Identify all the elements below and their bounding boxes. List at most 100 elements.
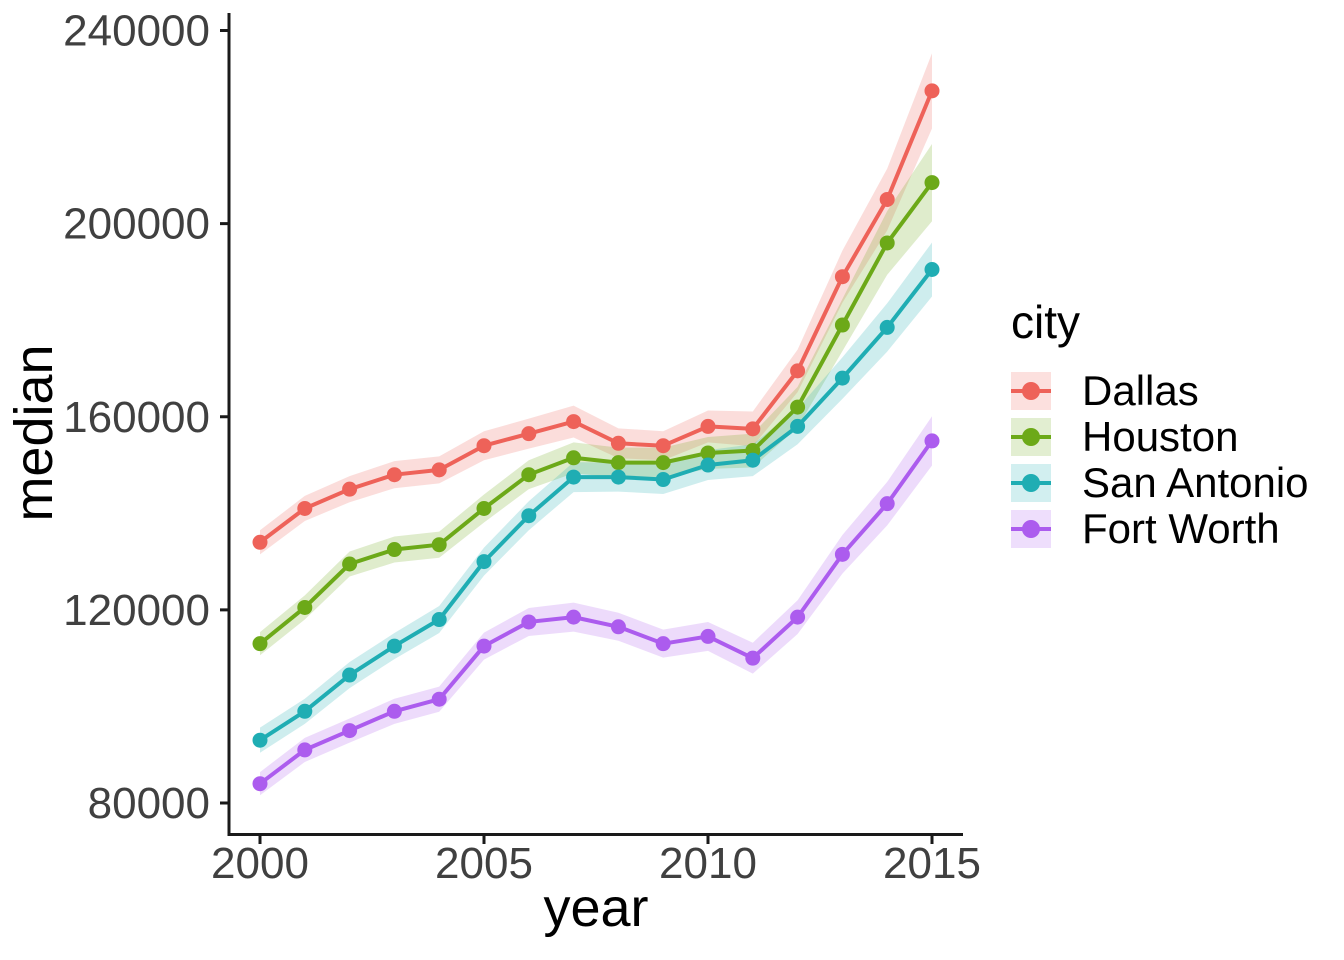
data-point xyxy=(610,619,626,635)
data-point xyxy=(700,418,716,434)
y-axis-ticks: 80000 120000 160000 200000 240000 xyxy=(63,7,229,828)
data-point xyxy=(834,269,850,285)
data-point xyxy=(386,467,402,483)
series-lines xyxy=(258,90,934,786)
points-houston xyxy=(252,175,940,652)
data-point xyxy=(655,438,671,454)
legend-label: San Antonio xyxy=(1082,458,1309,506)
legend-key-dot xyxy=(1022,519,1040,538)
data-point xyxy=(655,455,671,471)
data-point xyxy=(431,462,447,478)
data-point xyxy=(566,414,582,430)
data-point xyxy=(610,435,626,451)
data-point xyxy=(879,235,895,251)
y-tick-label: 120000 xyxy=(63,586,210,635)
data-point xyxy=(655,636,671,652)
legend-key-dot xyxy=(1022,427,1040,446)
data-point xyxy=(431,612,447,628)
x-tick-label: 2000 xyxy=(211,839,309,888)
data-point xyxy=(386,703,402,719)
legend-items: Dallas Houston San Antonio Fort Worth xyxy=(1011,367,1309,552)
legend-item-san-antonio: San Antonio xyxy=(1011,459,1309,506)
data-point xyxy=(700,628,716,644)
data-point xyxy=(834,546,850,562)
line-houston xyxy=(258,181,934,646)
data-point xyxy=(297,500,313,516)
y-tick-label: 240000 xyxy=(63,7,210,56)
data-point xyxy=(879,496,895,512)
data-point xyxy=(342,667,358,683)
data-point xyxy=(521,426,537,442)
line-san-antonio xyxy=(258,268,934,742)
data-point xyxy=(252,732,268,748)
data-point xyxy=(297,599,313,615)
data-point xyxy=(252,636,268,652)
points-fort-worth xyxy=(252,433,940,792)
line-fort-worth xyxy=(258,439,934,786)
data-point xyxy=(790,418,806,434)
data-point xyxy=(834,317,850,333)
data-point xyxy=(655,472,671,488)
legend-title: city xyxy=(1011,296,1080,348)
y-tick-label: 80000 xyxy=(88,779,210,828)
data-point xyxy=(924,175,940,191)
data-point xyxy=(879,319,895,335)
legend-item-fort-worth: Fort Worth xyxy=(1011,505,1309,552)
x-axis-title: year xyxy=(543,878,649,938)
data-point xyxy=(745,452,761,468)
data-point xyxy=(521,614,537,630)
legend: city Dallas Houston San Antonio Fort Worth xyxy=(1011,297,1309,556)
data-point xyxy=(521,508,537,524)
data-point xyxy=(476,554,492,570)
y-axis-title: median xyxy=(4,344,64,522)
x-tick-label: 2010 xyxy=(659,839,757,888)
legend-key-dot xyxy=(1022,473,1040,492)
data-point xyxy=(566,609,582,625)
data-point xyxy=(834,370,850,386)
series-points xyxy=(252,83,940,792)
x-tick-label: 2015 xyxy=(883,839,981,888)
data-point xyxy=(790,363,806,379)
data-point xyxy=(297,703,313,719)
points-san-antonio xyxy=(252,261,940,748)
data-point xyxy=(386,542,402,558)
legend-key-san-antonio-icon xyxy=(1011,463,1051,502)
legend-label: Houston xyxy=(1082,412,1239,460)
legend-item-dallas: Dallas xyxy=(1011,367,1309,414)
data-point xyxy=(476,638,492,654)
confidence-ribbons xyxy=(260,53,932,796)
data-point xyxy=(610,469,626,485)
data-point xyxy=(700,445,716,461)
data-point xyxy=(924,261,940,277)
data-point xyxy=(476,500,492,516)
legend-label: Dallas xyxy=(1082,366,1199,414)
line-dallas xyxy=(258,90,934,544)
legend-key-dot xyxy=(1022,381,1040,400)
data-point xyxy=(386,638,402,654)
data-point xyxy=(924,433,940,449)
data-point xyxy=(610,455,626,471)
y-tick-label: 200000 xyxy=(63,200,210,249)
data-point xyxy=(790,399,806,415)
data-point xyxy=(521,467,537,483)
data-point xyxy=(431,691,447,707)
data-point xyxy=(566,469,582,485)
ribbon-dallas xyxy=(260,53,932,555)
points-dallas xyxy=(252,83,940,550)
data-point xyxy=(879,191,895,207)
x-tick-label: 2005 xyxy=(435,839,533,888)
y-tick-label: 160000 xyxy=(63,393,210,442)
data-point xyxy=(252,776,268,792)
data-point xyxy=(252,534,268,550)
data-point xyxy=(476,438,492,454)
data-point xyxy=(431,537,447,553)
legend-label: Fort Worth xyxy=(1082,504,1280,552)
data-point xyxy=(700,457,716,473)
data-point xyxy=(745,650,761,666)
legend-key-dallas-icon xyxy=(1011,371,1051,410)
legend-key-fort-worth-icon xyxy=(1011,509,1051,548)
data-point xyxy=(924,83,940,99)
data-point xyxy=(745,421,761,437)
